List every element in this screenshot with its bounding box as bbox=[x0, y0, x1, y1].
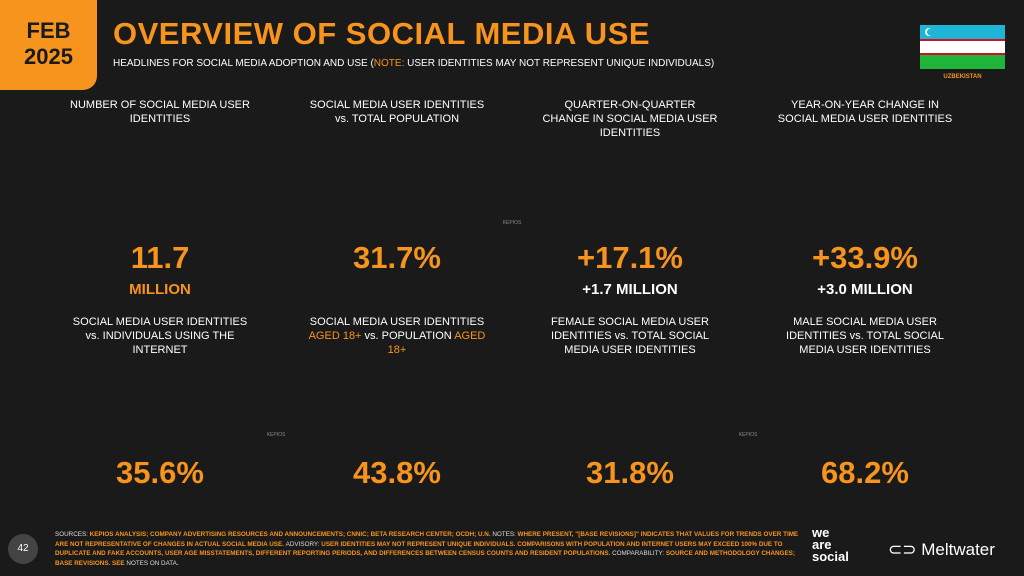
label-text: vs. POPULATION bbox=[361, 330, 455, 342]
title: OVERVIEW OF SOCIAL MEDIA USE bbox=[113, 16, 651, 51]
note-label: SOURCE AND METHODOLOGY CHANGES; BASE REV… bbox=[55, 550, 795, 567]
label-text: MALE SOCIAL MEDIA USER IDENTITIES vs. TO… bbox=[786, 316, 944, 356]
label-text: AGED 18+ bbox=[308, 330, 362, 342]
flag bbox=[920, 25, 1005, 69]
country-label: UZBEKISTAN bbox=[943, 74, 982, 80]
subtitle-text: HEADLINES FOR SOCIAL MEDIA ADOPTION AND … bbox=[113, 58, 374, 69]
tile-sub: +1.7 MILLION bbox=[582, 281, 678, 298]
note-label: . bbox=[176, 559, 179, 567]
kepios-label: KEPIOS bbox=[266, 432, 286, 438]
tile-value: 68.2% bbox=[821, 455, 909, 490]
tile-label: YEAR-ON-YEAR CHANGE IN SOCIAL MEDIA USER… bbox=[775, 98, 955, 126]
label-text: AGED 18+ bbox=[387, 330, 486, 356]
label-text: NUMBER OF SOCIAL MEDIA USER IDENTITIES bbox=[70, 99, 250, 125]
tile-sub: MILLION bbox=[129, 281, 191, 298]
badge-year: 2025 bbox=[24, 44, 73, 69]
tile-label: QUARTER-ON-QUARTER CHANGE IN SOCIAL MEDI… bbox=[540, 98, 720, 140]
subtitle: HEADLINES FOR SOCIAL MEDIA ADOPTION AND … bbox=[113, 58, 714, 69]
badge-month: FEB bbox=[26, 18, 71, 43]
subtitle-note: NOTE: bbox=[373, 58, 405, 69]
label-text: SOCIAL MEDIA USER IDENTITIES bbox=[309, 316, 485, 328]
tile-label: SOCIAL MEDIA USER IDENTITIES vs. INDIVID… bbox=[70, 315, 250, 357]
tile-value: 11.7 bbox=[130, 240, 190, 275]
tile-label: FEMALE SOCIAL MEDIA USER IDENTITIES vs. … bbox=[540, 315, 720, 357]
logo-text: Meltwater bbox=[921, 540, 995, 559]
logo-text: social bbox=[812, 549, 849, 564]
kepios-label: KEPIOS bbox=[738, 432, 758, 438]
tile-label: SOCIAL MEDIA USER IDENTITIES AGED 18+ vs… bbox=[307, 315, 487, 357]
kepios-label: KEPIOS bbox=[502, 220, 522, 226]
label-text: SOCIAL MEDIA USER IDENTITIES vs. INDIVID… bbox=[72, 316, 248, 356]
label-text: SOCIAL MEDIA USER IDENTITIES vs. TOTAL P… bbox=[309, 99, 485, 125]
label-text: YEAR-ON-YEAR CHANGE IN SOCIAL MEDIA USER… bbox=[777, 99, 953, 125]
note-label: WHERE PRESENT, "[BASE REVISIONS]" INDICA… bbox=[55, 531, 799, 548]
label-text: QUARTER-ON-QUARTER CHANGE IN SOCIAL MEDI… bbox=[542, 99, 718, 139]
tile-label: NUMBER OF SOCIAL MEDIA USER IDENTITIES bbox=[70, 98, 250, 126]
tile-value: +33.9% bbox=[811, 240, 918, 275]
tile-value: 31.8% bbox=[586, 455, 674, 490]
we-are-social-logo: we are social bbox=[812, 525, 849, 564]
subtitle-text: USER IDENTITIES MAY NOT REPRESENT UNIQUE… bbox=[404, 58, 715, 69]
date-badge: FEB 2025 bbox=[0, 0, 97, 90]
label-text: FEMALE SOCIAL MEDIA USER IDENTITIES vs. … bbox=[551, 316, 709, 356]
meltwater-logo: ⊂⊃ Meltwater bbox=[888, 540, 995, 559]
note-text: COMPARABILITY: bbox=[612, 550, 665, 557]
logo-text: we bbox=[812, 525, 830, 540]
page-number: 42 bbox=[8, 534, 38, 564]
footnotes: SOURCES: KEPIOS ANALYSIS; COMPANY ADVERT… bbox=[55, 530, 800, 568]
note-text: NOTES: bbox=[492, 531, 516, 538]
note-text: SOURCES: bbox=[55, 531, 88, 538]
note-label: USER IDENTITIES MAY NOT REPRESENT UNIQUE… bbox=[55, 540, 783, 558]
tile-value: 31.7% bbox=[353, 240, 441, 275]
note-text: ADVISORY: bbox=[285, 540, 320, 548]
note-label: KEPIOS ANALYSIS; COMPANY ADVERTISING RES… bbox=[87, 531, 493, 538]
tile-value: 43.8% bbox=[353, 455, 441, 490]
tile-label: SOCIAL MEDIA USER IDENTITIES vs. TOTAL P… bbox=[307, 98, 487, 126]
tile-label: MALE SOCIAL MEDIA USER IDENTITIES vs. TO… bbox=[775, 315, 955, 357]
tile-value: 35.6% bbox=[116, 455, 204, 490]
logo-text: are bbox=[812, 537, 832, 552]
tile-value: +17.1% bbox=[576, 240, 683, 275]
note-text: NOTES ON DATA bbox=[126, 559, 177, 567]
tile-sub: +3.0 MILLION bbox=[817, 281, 913, 298]
